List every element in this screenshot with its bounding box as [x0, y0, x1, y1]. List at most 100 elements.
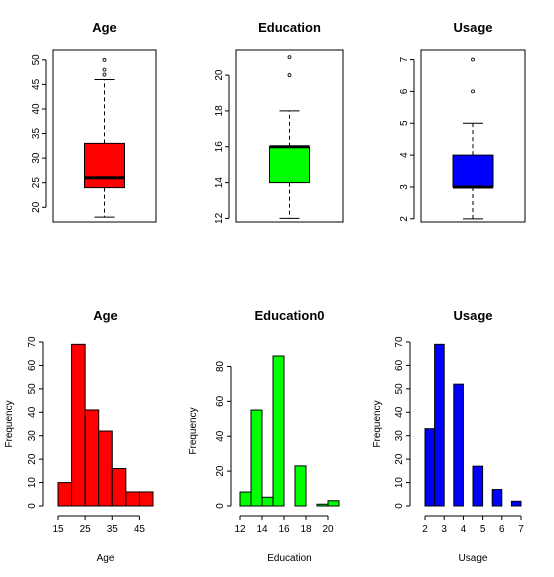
y-tick-label: 20 — [27, 453, 38, 465]
x-tick-label: 25 — [80, 524, 92, 535]
y-tick-label: 4 — [399, 152, 410, 158]
x-tick-label: 7 — [518, 524, 524, 535]
y-tick-label: 16 — [214, 141, 225, 153]
x-axis-label: Age — [97, 553, 115, 564]
histogram-bar — [294, 465, 307, 507]
y-axis-label: Frequency — [4, 400, 15, 447]
histogram-bar — [71, 343, 86, 507]
y-tick-label: 80 — [215, 360, 226, 372]
y-tick-label: 50 — [394, 383, 405, 395]
y-axis-label: Frequency — [372, 400, 383, 447]
outlier-point — [287, 73, 292, 77]
y-tick-label: 14 — [214, 177, 225, 189]
histogram-bar — [261, 496, 274, 507]
y-tick-label: 20 — [31, 201, 42, 213]
histogram-bar — [453, 383, 464, 507]
y-tick-label: 60 — [394, 359, 405, 371]
x-tick-label: 2 — [422, 524, 428, 535]
y-tick-label: 0 — [394, 503, 405, 509]
histogram-title: Usage — [453, 308, 492, 323]
y-tick-label: 50 — [31, 54, 42, 66]
histogram-title: Education0 — [254, 308, 324, 323]
histogram-bar — [472, 465, 484, 507]
histogram-bar — [327, 500, 340, 507]
x-axis-label: Usage — [459, 553, 488, 564]
x-tick-label: 35 — [107, 524, 119, 535]
x-tick-label: 12 — [234, 524, 246, 535]
y-tick-label: 45 — [31, 78, 42, 90]
histogram-bar — [316, 503, 329, 507]
y-tick-label: 6 — [399, 88, 410, 94]
box — [452, 154, 494, 188]
histogram-panel-2: Education0 0 20 40 60 80 12 14 16 18 20 Education Fr… — [188, 308, 340, 564]
histogram-panel-3: Usage 0 10 20 30 40 50 60 70 2 3 4 5 6 7 Usage Frequency — [372, 308, 524, 564]
y-tick-label: 0 — [27, 503, 38, 509]
y-tick-label: 7 — [399, 56, 410, 62]
histogram-bar — [239, 491, 252, 507]
y-tick-label: 20 — [214, 69, 225, 81]
plot-frame — [52, 49, 157, 223]
x-axis-label: Education — [267, 553, 311, 564]
y-tick-label: 2 — [399, 216, 410, 222]
y-tick-label: 10 — [394, 477, 405, 489]
histogram-bar — [125, 491, 140, 507]
x-tick-label: 14 — [256, 524, 268, 535]
histogram-bar — [84, 409, 100, 507]
x-tick-label: 5 — [480, 524, 486, 535]
boxplot-panel-2: Education 12 14 16 18 20 — [214, 20, 344, 224]
outlier-point — [102, 57, 107, 62]
y-axis-label: Frequency — [188, 407, 199, 454]
y-tick-label: 40 — [215, 430, 226, 442]
histogram-bar — [434, 343, 445, 507]
y-tick-label: 5 — [399, 120, 410, 126]
y-tick-label: 70 — [27, 336, 38, 348]
box — [269, 146, 310, 184]
outlier-point — [471, 89, 475, 94]
y-tick-label: 30 — [27, 430, 38, 442]
x-tick-label: 16 — [278, 524, 290, 535]
histogram-bar — [111, 468, 127, 507]
y-tick-label: 0 — [215, 503, 226, 509]
y-tick-label: 60 — [215, 395, 226, 407]
plot-frame — [420, 49, 526, 223]
y-tick-label: 18 — [214, 105, 225, 117]
x-tick-label: 20 — [322, 524, 334, 535]
y-tick-label: 3 — [399, 184, 410, 190]
outlier-point — [471, 57, 475, 62]
outlier-point — [287, 55, 292, 60]
y-tick-label: 30 — [31, 152, 42, 164]
x-tick-label: 4 — [461, 524, 467, 535]
x-tick-label: 45 — [134, 524, 146, 535]
histogram-bar — [138, 491, 154, 507]
y-tick-label: 10 — [27, 477, 38, 489]
boxplot-title: Usage — [453, 20, 492, 35]
y-tick-label: 40 — [31, 103, 42, 115]
x-tick-label: 3 — [441, 524, 447, 535]
x-tick-label: 6 — [499, 524, 505, 535]
histogram-bar — [98, 430, 113, 507]
y-tick-label: 70 — [394, 336, 405, 348]
histogram-title: Age — [93, 308, 118, 323]
boxplot-panel-1: Age 20 25 30 35 40 45 50 — [31, 20, 157, 223]
boxplot-panel-3: Usage 2 3 4 5 6 7 — [399, 20, 526, 223]
histogram-bar — [491, 489, 503, 507]
y-tick-label: 20 — [394, 453, 405, 465]
outlier-point — [102, 67, 107, 72]
y-tick-label: 25 — [31, 177, 42, 189]
y-tick-label: 12 — [214, 212, 225, 224]
histogram-bar — [272, 355, 285, 507]
y-tick-label: 35 — [31, 128, 42, 140]
histogram-bar — [424, 428, 436, 507]
boxplot-title: Education — [258, 20, 321, 35]
y-tick-label: 40 — [27, 406, 38, 418]
y-tick-label: 40 — [394, 406, 405, 418]
y-tick-label: 60 — [27, 359, 38, 371]
outlier-point — [102, 72, 107, 77]
histogram-bar — [510, 500, 522, 507]
plot-frame — [235, 49, 344, 223]
y-tick-label: 30 — [394, 430, 405, 442]
histogram-bar — [250, 409, 263, 507]
boxplot-title: Age — [92, 20, 117, 35]
histogram-panel-1: Age 0 10 20 30 40 50 60 70 15 25 35 45 Age Frequency — [4, 308, 154, 564]
